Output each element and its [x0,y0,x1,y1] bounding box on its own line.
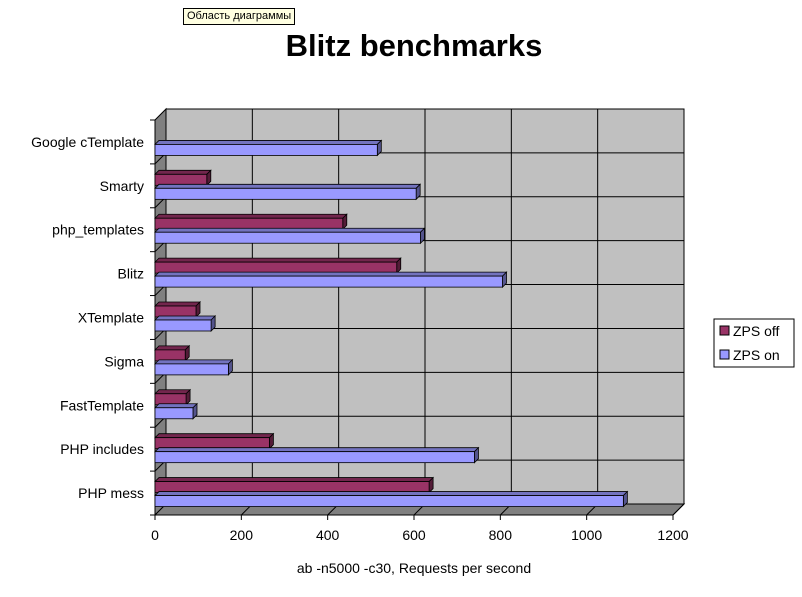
bar-zps-off [154,301,201,318]
legend-label-zps-off: ZPS off [733,323,780,339]
category-label: Google cTemplate [31,134,144,150]
bar-zps-off [154,476,435,494]
bar-top [154,213,348,219]
category-label: XTemplate [78,310,144,326]
bar-top [154,169,212,175]
bars [154,139,629,508]
bar-zps-on [154,358,234,376]
bar-top [154,345,191,351]
bar-zps-off [154,432,275,450]
x-tick-label: 1200 [657,527,688,543]
legend-swatch-zps-on [719,349,730,360]
x-tick-label: 1000 [571,527,602,543]
category-label: Sigma [104,353,144,369]
bar-top [154,315,217,321]
chart-title: Blitz benchmarks [286,28,543,63]
bar-face [154,275,503,288]
bar-face [154,319,212,332]
bar-face [154,481,430,493]
bar-zps-on [154,271,508,289]
x-tick-label: 800 [489,527,513,543]
bar-face [154,437,270,450]
bar-top [154,389,192,395]
category-label: PHP mess [78,485,144,501]
category-label: Blitz [118,266,144,282]
bar-face [154,407,194,420]
bar-face [154,187,417,200]
bar-face [154,173,208,186]
bar-zps-on [154,139,383,157]
legend: ZPS off ZPS on [713,318,795,368]
bar-face [154,393,187,406]
x-tick-label: 400 [316,527,340,543]
category-label: PHP includes [60,441,144,457]
bar-face [154,349,186,362]
bar-zps-on [154,446,480,464]
bar-face [154,261,398,274]
bar-face [154,231,421,244]
category-label: Smarty [100,178,144,194]
bar-zps-on [154,315,217,332]
bar-face [154,451,475,464]
x-tick-label: 200 [230,527,254,543]
chart-area-tooltip: Область диаграммы [183,8,296,25]
bar-zps-on [154,183,422,201]
bar-face [154,495,624,507]
axis-labels: 0 200 400 600 800 1000 1200 Google cTemplate Sma… [31,134,689,543]
x-tick-label: 600 [402,527,426,543]
bar-top [154,359,234,365]
bar-top [154,227,426,233]
bar-zps-on [154,490,629,508]
floor-gridline [672,503,685,516]
bar-top [154,301,201,307]
bar-face [154,305,197,318]
bar-face [154,217,344,230]
bar-top [154,140,383,145]
category-label: php_templates [52,222,144,238]
legend-label-zps-on: ZPS on [733,347,780,363]
x-axis-title: ab -n5000 -c30, Requests per second [297,560,531,576]
bar-zps-off [154,388,192,406]
bar-zps-off [154,257,402,275]
bar-top [154,271,508,277]
bar-top [154,183,422,189]
bar-top [154,491,629,496]
bar-zps-off [154,213,348,231]
bar-zps-off [154,169,212,187]
bar-zps-on [154,402,198,420]
legend-swatch-zps-off [719,325,730,336]
bar-face [154,144,378,156]
category-label: FastTemplate [60,397,144,413]
bar-face [154,363,229,376]
bar-top [154,257,402,263]
x-tick-label: 0 [151,527,159,543]
bar-zps-on [154,227,426,245]
bar-zps-off [154,344,191,362]
bar-top [154,447,480,453]
bar-top [154,433,275,439]
bar-top [154,477,435,482]
bar-top [154,403,198,409]
